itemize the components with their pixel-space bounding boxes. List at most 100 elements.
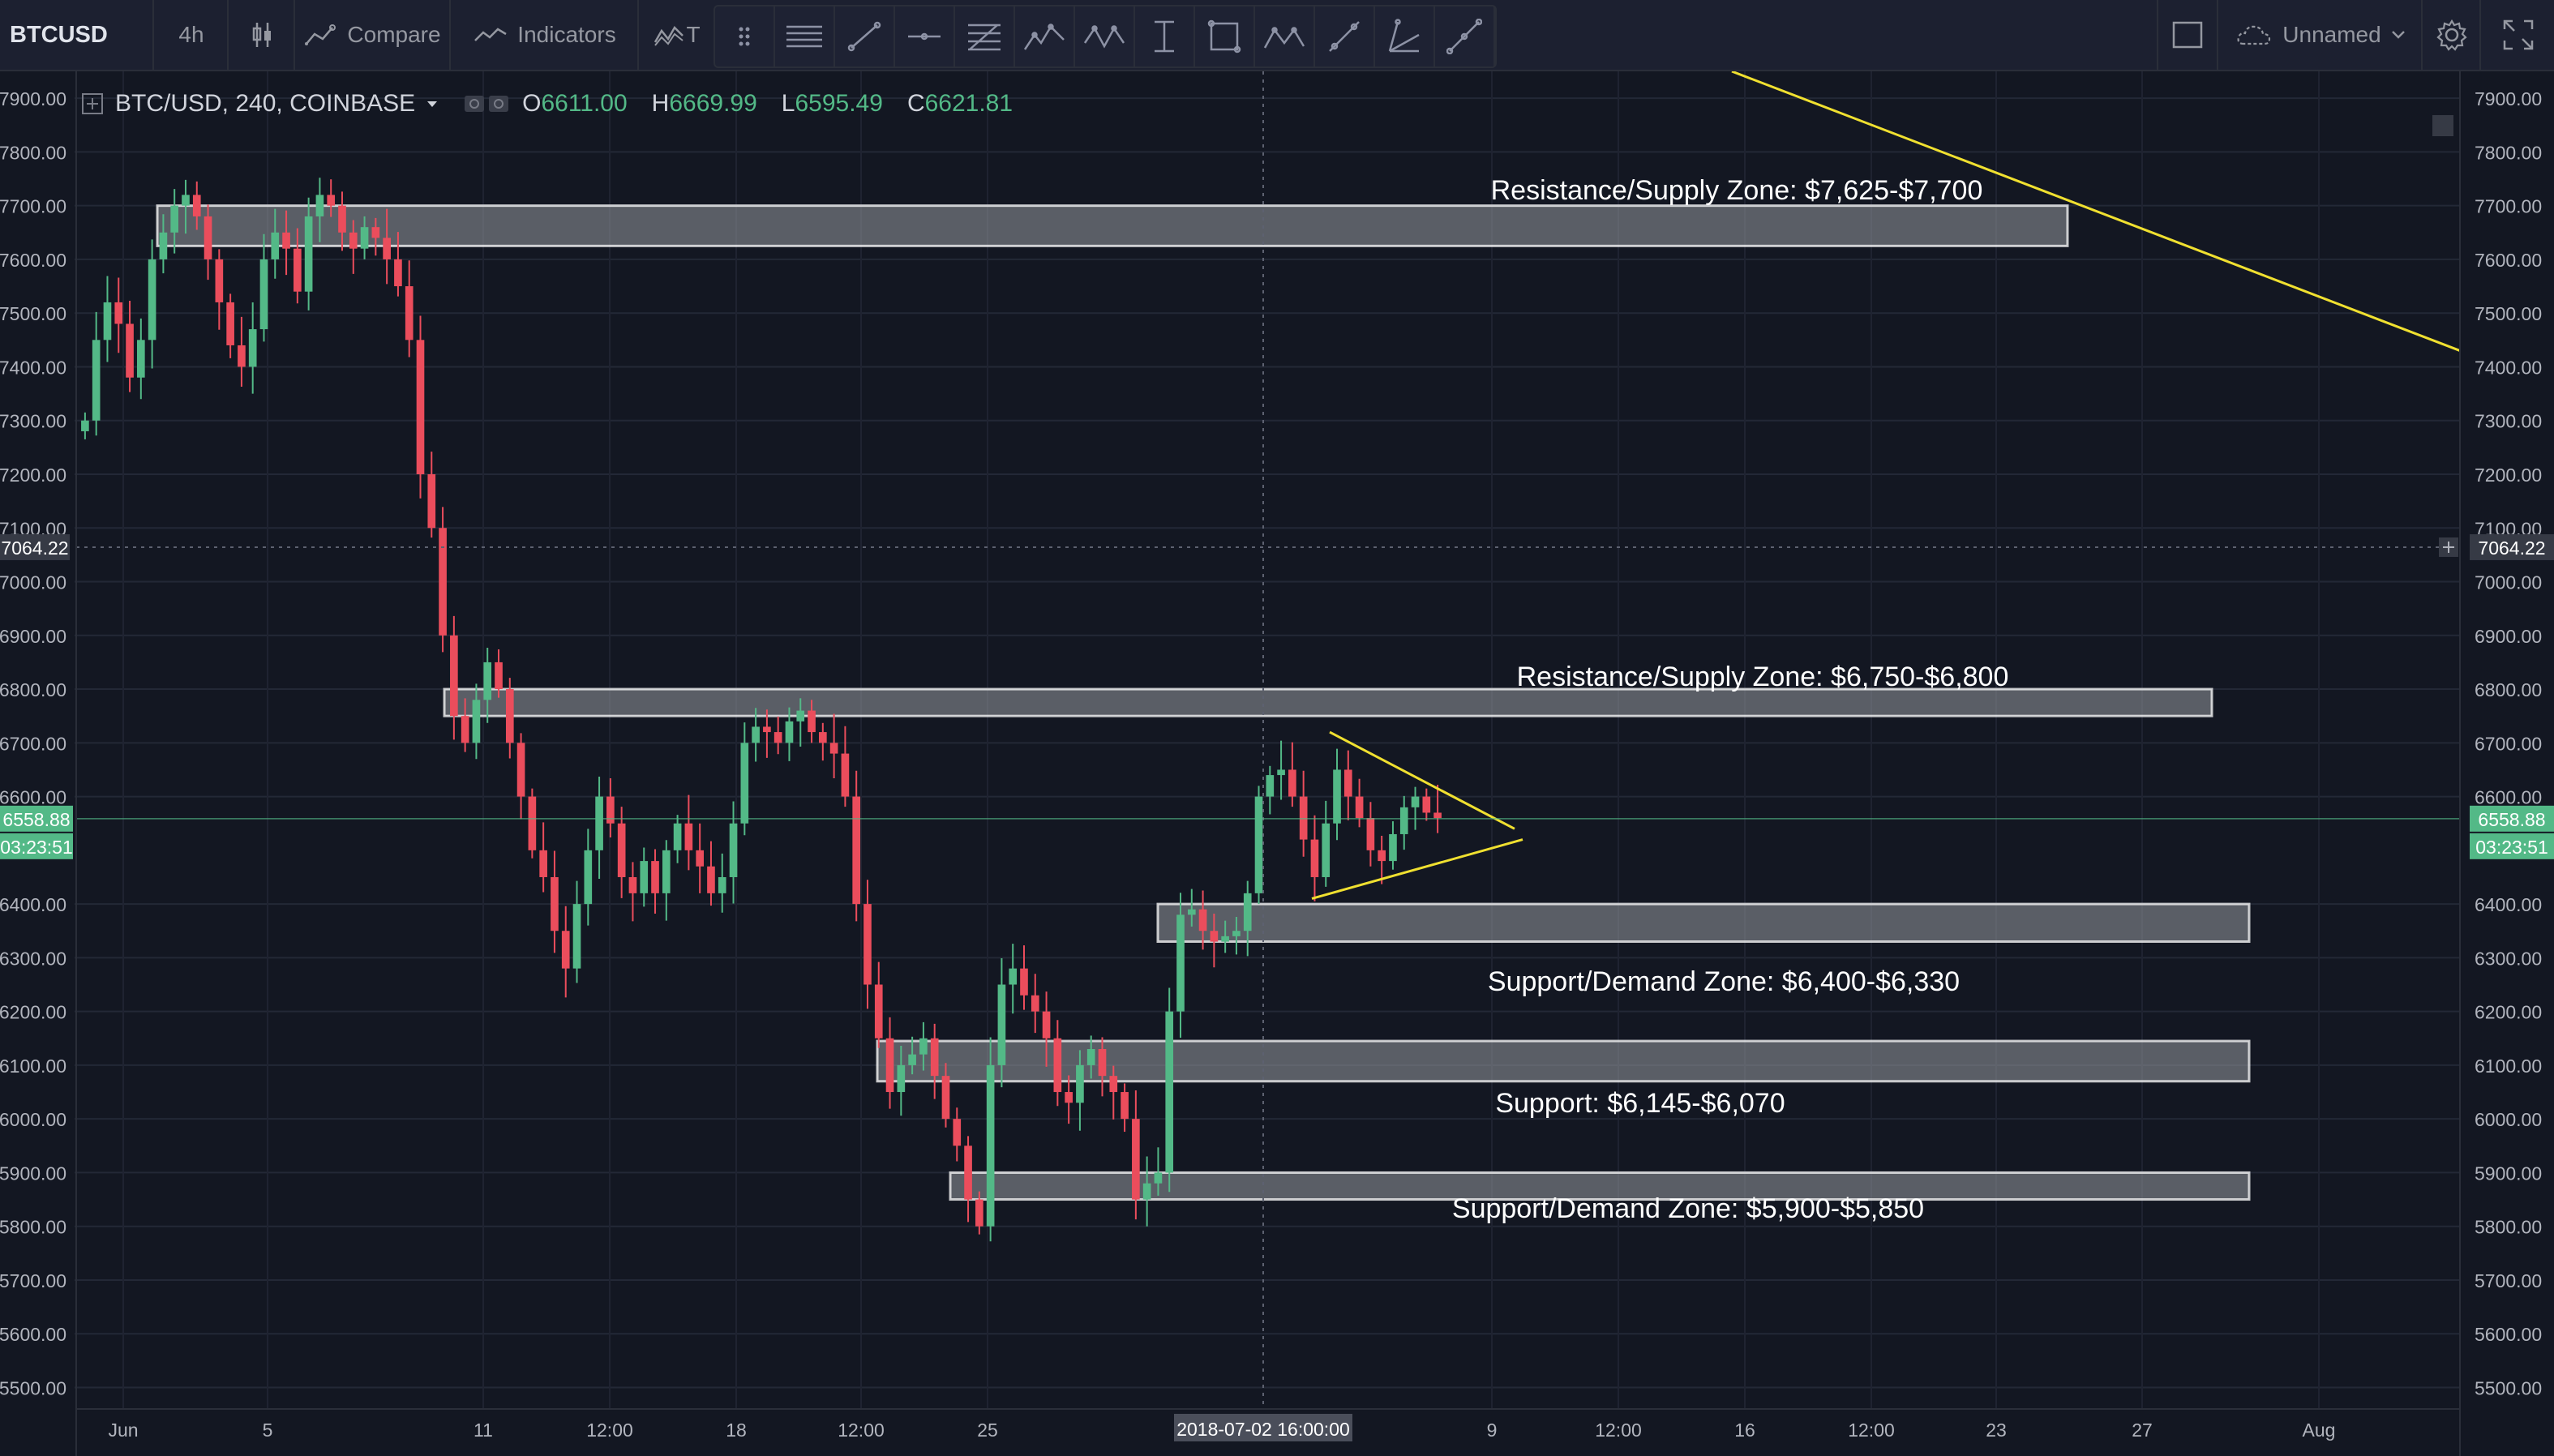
candle-body[interactable]: [148, 259, 156, 340]
candle-body[interactable]: [684, 823, 693, 850]
candle-body[interactable]: [1042, 1011, 1051, 1038]
zone-rect[interactable]: [443, 687, 2213, 717]
candle-body[interactable]: [126, 323, 134, 378]
date-range-tool[interactable]: [1135, 6, 1195, 66]
layout-button[interactable]: [2157, 0, 2218, 70]
object-tree-button[interactable]: [2432, 115, 2453, 136]
candle-body[interactable]: [1411, 796, 1420, 807]
candle-body[interactable]: [1142, 1183, 1151, 1200]
candle-body[interactable]: [1132, 1119, 1140, 1200]
candle-body[interactable]: [315, 195, 324, 216]
chevron-down-icon[interactable]: [426, 100, 438, 108]
candle-body[interactable]: [819, 732, 827, 743]
candle-body[interactable]: [427, 473, 436, 529]
candle-body[interactable]: [371, 227, 380, 238]
candle-body[interactable]: [394, 259, 402, 287]
candle-body[interactable]: [1086, 1049, 1095, 1065]
candle-body[interactable]: [1366, 818, 1375, 850]
candle-body[interactable]: [192, 195, 201, 216]
candle-body[interactable]: [114, 302, 123, 324]
candle-body[interactable]: [1389, 833, 1397, 862]
candle-body[interactable]: [1065, 1092, 1073, 1103]
candle-body[interactable]: [248, 329, 257, 367]
rectangle-tool[interactable]: [1195, 6, 1255, 66]
candle-body[interactable]: [986, 1064, 995, 1227]
candle-body[interactable]: [1310, 839, 1319, 877]
candle-body[interactable]: [729, 823, 738, 877]
candle-body[interactable]: [304, 216, 313, 292]
candle-body[interactable]: [673, 823, 682, 850]
candle-body[interactable]: [662, 850, 671, 893]
candle-body[interactable]: [1266, 775, 1275, 797]
candle-body[interactable]: [829, 743, 838, 754]
candle-body[interactable]: [338, 205, 346, 233]
compare-button[interactable]: Compare: [297, 0, 451, 70]
price-chart[interactable]: Resistance/Supply Zone: $7,625-$7,700 Res…: [0, 71, 2554, 1456]
candle-body[interactable]: [1165, 1011, 1174, 1173]
candle-body[interactable]: [1076, 1064, 1084, 1103]
candle-body[interactable]: [841, 753, 850, 797]
elliott-wave-tool[interactable]: [1015, 6, 1075, 66]
candle-body[interactable]: [1121, 1092, 1129, 1120]
candle-body[interactable]: [360, 227, 369, 249]
candle-body[interactable]: [539, 850, 547, 877]
interval-button[interactable]: 4h: [156, 0, 229, 70]
candle-body[interactable]: [439, 528, 447, 636]
candle-body[interactable]: [606, 796, 615, 824]
candle-body[interactable]: [1355, 796, 1364, 819]
candle-body[interactable]: [483, 662, 492, 700]
candle-body[interactable]: [159, 232, 168, 259]
eye-icon[interactable]: [464, 93, 511, 114]
settings-button[interactable]: [2424, 0, 2481, 70]
candle-body[interactable]: [1187, 909, 1196, 915]
candle-body[interactable]: [528, 796, 537, 850]
candle-body[interactable]: [92, 340, 101, 421]
candle-body[interactable]: [1210, 931, 1219, 942]
candle-body[interactable]: [472, 700, 481, 743]
candle-body[interactable]: [740, 743, 749, 824]
candle-body[interactable]: [1109, 1076, 1118, 1093]
candle-body[interactable]: [1422, 796, 1431, 813]
candle-body[interactable]: [628, 876, 637, 893]
candle-body[interactable]: [953, 1119, 962, 1146]
candle-body[interactable]: [238, 345, 246, 367]
candle-body[interactable]: [885, 1038, 894, 1093]
candle-body[interactable]: [137, 340, 145, 378]
candle-body[interactable]: [182, 195, 190, 206]
candle-body[interactable]: [1098, 1049, 1107, 1077]
candle-body[interactable]: [707, 866, 715, 893]
zone-rect[interactable]: [1156, 902, 2251, 943]
zone-rect[interactable]: [156, 204, 2069, 247]
candle-body[interactable]: [1232, 931, 1241, 936]
candle-body[interactable]: [718, 876, 726, 893]
candle-body[interactable]: [1399, 807, 1408, 834]
candle-body[interactable]: [997, 984, 1006, 1065]
candle-body[interactable]: [941, 1076, 950, 1120]
candle-body[interactable]: [1254, 796, 1263, 893]
candle-body[interactable]: [405, 286, 414, 340]
bar-style-button[interactable]: [230, 0, 295, 70]
fib-fan-tool[interactable]: [1375, 6, 1435, 66]
measure-tool[interactable]: [1435, 6, 1495, 66]
abcd-pattern-tool[interactable]: [1075, 6, 1135, 66]
candle-body[interactable]: [1020, 968, 1028, 996]
candle-body[interactable]: [271, 232, 280, 259]
candle-body[interactable]: [617, 823, 626, 877]
candle-body[interactable]: [1031, 995, 1039, 1012]
candle-body[interactable]: [640, 861, 649, 893]
candle-body[interactable]: [215, 259, 224, 302]
candle-body[interactable]: [584, 850, 593, 905]
candle-body[interactable]: [450, 635, 458, 717]
candle-body[interactable]: [81, 420, 89, 431]
candle-body[interactable]: [416, 340, 425, 474]
candle-body[interactable]: [796, 710, 805, 722]
candle-body[interactable]: [259, 259, 268, 330]
candle-body[interactable]: [1277, 769, 1285, 776]
candle-body[interactable]: [1243, 893, 1252, 931]
triangle-lower-trendline[interactable]: [1311, 838, 1523, 900]
candle-body[interactable]: [516, 743, 525, 797]
add-symbol-icon[interactable]: [81, 92, 104, 115]
xabcd-pattern-tool[interactable]: [1255, 6, 1315, 66]
candle-body[interactable]: [327, 195, 336, 206]
candle-body[interactable]: [1053, 1038, 1062, 1093]
